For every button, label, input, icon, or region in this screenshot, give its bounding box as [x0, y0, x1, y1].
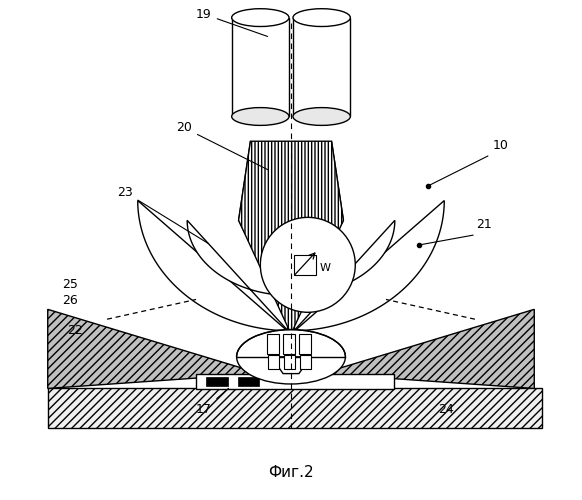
Bar	[267, 334, 279, 354]
Bar	[300, 355, 311, 368]
Text: 22: 22	[68, 324, 83, 337]
Polygon shape	[48, 310, 260, 388]
Bar	[293, 18, 350, 116]
Text: 21: 21	[476, 218, 492, 231]
Text: 26: 26	[63, 294, 79, 308]
Bar	[294, 255, 315, 274]
Ellipse shape	[237, 330, 345, 384]
Ellipse shape	[232, 108, 289, 126]
Bar	[237, 376, 260, 386]
Text: 25: 25	[63, 278, 79, 290]
Polygon shape	[239, 141, 343, 334]
Text: Фиг.2: Фиг.2	[268, 465, 314, 480]
Bar	[299, 334, 311, 354]
Bar	[196, 374, 394, 390]
Ellipse shape	[293, 8, 350, 26]
Text: W: W	[320, 263, 331, 273]
Polygon shape	[271, 357, 311, 374]
Bar	[268, 355, 279, 368]
Text: 10: 10	[493, 139, 509, 152]
Text: 17: 17	[196, 388, 229, 416]
Bar	[206, 376, 228, 386]
Text: 24: 24	[438, 403, 454, 416]
Polygon shape	[286, 141, 343, 334]
Bar	[48, 388, 542, 428]
Text: 23: 23	[117, 186, 208, 244]
Polygon shape	[322, 310, 534, 388]
Polygon shape	[138, 200, 444, 334]
Ellipse shape	[293, 108, 350, 126]
Text: 20: 20	[176, 122, 268, 170]
Circle shape	[260, 218, 355, 312]
Bar	[284, 355, 295, 368]
Polygon shape	[239, 141, 296, 334]
Bar	[283, 334, 295, 354]
Bar	[232, 18, 289, 116]
Ellipse shape	[232, 8, 289, 26]
Text: 19: 19	[196, 8, 268, 36]
Polygon shape	[187, 220, 395, 334]
